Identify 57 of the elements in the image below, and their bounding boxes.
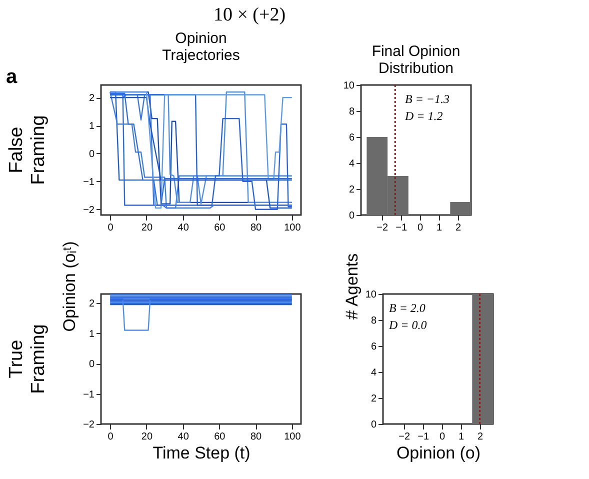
x-axis-title: Time Step (t) <box>152 444 250 462</box>
x-tick-label: 20 <box>141 432 153 442</box>
x-tick-label: 100 <box>284 222 302 234</box>
y-tick-label: 2 <box>370 394 377 404</box>
y-tick-label: 1 <box>88 328 95 340</box>
y-tick-label: 4 <box>348 158 355 170</box>
annotation: B = 2.0 <box>389 301 426 315</box>
y-tick-label: 8 <box>348 106 355 118</box>
y-tick-label: 2 <box>88 298 95 310</box>
y-tick-label: 0 <box>88 359 95 370</box>
x-tick-label: 0 <box>418 222 424 234</box>
y-tick-label: 6 <box>370 342 377 352</box>
x-tick-label: 1 <box>458 432 464 442</box>
x-tick-label: 60 <box>214 222 226 234</box>
y-tick-label: 8 <box>370 316 377 326</box>
y-tick-label: −2 <box>83 420 95 430</box>
y-tick-label: −2 <box>83 204 95 216</box>
y-tick-label: 2 <box>348 184 355 196</box>
y-tick-label: 0 <box>88 148 95 160</box>
y-tick-label: 4 <box>370 368 377 378</box>
x-tick-label: 0 <box>108 432 114 442</box>
y-tick-label: −1 <box>83 389 95 400</box>
y-tick-label: 2 <box>88 93 95 104</box>
text: False Framing <box>6 115 49 185</box>
x-tick-label: 60 <box>214 432 226 442</box>
y-tick-label: 6 <box>348 132 355 144</box>
text: True Framing <box>6 324 49 394</box>
x-tick-label: 20 <box>141 222 153 234</box>
x-tick-label: −2 <box>398 432 410 442</box>
y-tick-label: 10 <box>343 80 355 92</box>
x-tick-label: 1 <box>436 222 442 234</box>
x-tick-label: −1 <box>396 222 408 234</box>
y-tick-label: 1 <box>88 121 95 132</box>
x-tick-label: 40 <box>178 432 190 442</box>
x-tick-label: −1 <box>418 432 430 442</box>
x-tick-label: 0 <box>440 432 446 442</box>
y-tick-label: 10 <box>365 290 377 300</box>
y-tick-label: 0 <box>370 420 377 430</box>
x-tick-label: 80 <box>250 222 262 234</box>
text: a <box>6 66 18 88</box>
annotation: D = 0.0 <box>388 318 427 332</box>
x-tick-label: 40 <box>178 222 190 234</box>
x-tick-label: 2 <box>455 222 462 234</box>
x-tick-label: 100 <box>284 432 302 442</box>
y-axis-title: Opinion (oᵢᵗ) <box>60 241 80 332</box>
chart-subtitle: Final Opinion Distribution <box>372 43 460 77</box>
chart-title: 10 × (+2) <box>213 4 286 26</box>
x-tick-label: 80 <box>250 432 262 442</box>
x-tick-label: 0 <box>108 222 114 234</box>
x-tick-label: 2 <box>477 432 484 442</box>
y-axis-title: # Agents <box>342 253 362 320</box>
annotation: B = −1.3 <box>405 92 450 106</box>
annotation: D = 1.2 <box>404 109 443 123</box>
y-tick-label: −1 <box>83 176 95 188</box>
y-tick-label: 0 <box>348 210 355 222</box>
chart-subtitle: Opinion Trajectories <box>162 30 240 64</box>
x-axis-title: Opinion (o) <box>396 444 481 462</box>
